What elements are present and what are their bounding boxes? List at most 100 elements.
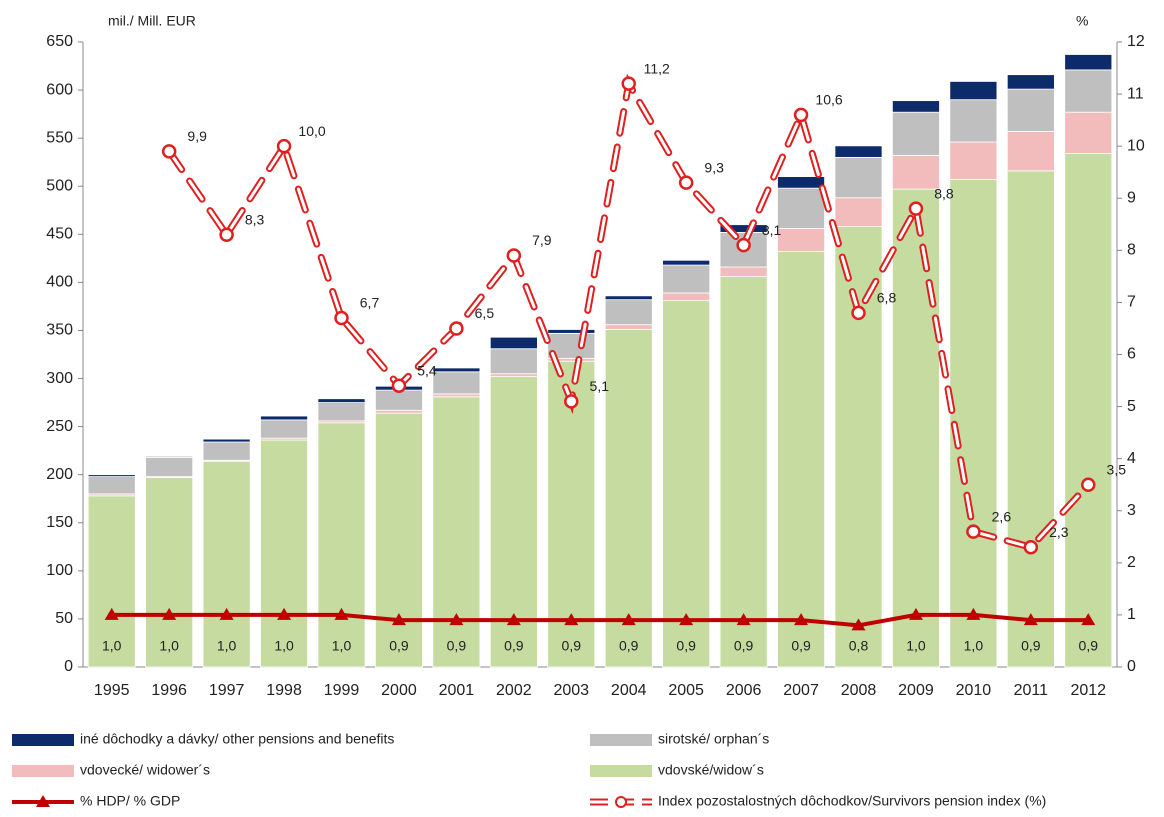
bar-segment	[662, 259, 711, 266]
bar-segment	[777, 251, 826, 668]
bar-segment	[719, 266, 768, 278]
bar-segment	[1064, 153, 1113, 668]
legend-label: % HDP/ % GDP	[80, 793, 180, 809]
bar-segment	[87, 495, 136, 668]
bar-segment	[202, 460, 251, 668]
x-tick-label: 1998	[266, 682, 302, 699]
gdp-label: 0,9	[791, 638, 811, 654]
bar-segment	[432, 371, 481, 395]
bar-segment	[202, 438, 251, 443]
gdp-label: 0,9	[1021, 638, 1041, 654]
bar-segment	[87, 476, 136, 495]
gdp-marker	[219, 607, 234, 620]
bar-segment	[777, 176, 826, 189]
y-tick-label: 450	[46, 226, 73, 243]
legend-label: vdovské/widow´s	[658, 762, 764, 778]
bar-segment	[891, 111, 940, 156]
gdp-label: 0,9	[447, 638, 467, 654]
legend-marker	[36, 795, 50, 807]
bar-segment	[777, 228, 826, 253]
gdp-label: 1,0	[102, 638, 122, 654]
index-label: 9,3	[704, 159, 724, 175]
bar-segment	[87, 474, 136, 478]
legend-swatch	[590, 765, 652, 777]
bar-segment	[719, 276, 768, 668]
y-tick-label: 650	[46, 33, 73, 50]
bar-segment	[432, 393, 481, 398]
bar-segment	[604, 324, 653, 330]
x-tick-label: 2007	[783, 682, 819, 699]
bar-segment	[834, 156, 883, 199]
legend-swatch	[590, 734, 652, 746]
x-tick-label: 1996	[151, 682, 187, 699]
bar-segment	[949, 99, 998, 143]
index-label: 10,6	[815, 92, 842, 108]
y2-tick-label: 5	[1127, 398, 1136, 415]
bar-segment	[949, 81, 998, 101]
gdp-line	[111, 612, 1089, 628]
bar-segment	[374, 412, 423, 668]
bar-segment	[891, 155, 940, 190]
y2-tick-label: 3	[1127, 502, 1136, 519]
index-label: 5,1	[590, 378, 610, 394]
gdp-marker	[851, 618, 866, 631]
bar-segment	[145, 477, 194, 668]
bar-segment	[202, 441, 251, 461]
bar-segment	[662, 300, 711, 668]
gdp-label: 0,8	[849, 638, 869, 654]
index-marker	[161, 144, 177, 159]
y-tick-label: 50	[55, 610, 73, 627]
y-axis-label: mil./ Mill. EUR	[108, 13, 196, 29]
x-tick-label: 2012	[1070, 682, 1106, 699]
bar-segment	[489, 336, 538, 350]
gdp-marker	[162, 607, 177, 620]
gdp-marker	[1081, 613, 1096, 626]
legend-swatch	[12, 765, 74, 777]
bar-segment	[604, 299, 653, 326]
index-label: 6,5	[475, 305, 495, 321]
index-label: 8,3	[245, 211, 265, 227]
bar-segment	[374, 409, 423, 414]
gdp-label: 0,9	[504, 638, 524, 654]
y-tick-label: 100	[46, 562, 73, 579]
gdp-label: 0,9	[389, 638, 409, 654]
index-marker	[966, 524, 981, 539]
legend-label: Index pozostalostných dôchodkov/Survivor…	[658, 793, 1046, 809]
gdp-label: 1,0	[274, 638, 294, 654]
bar-segment	[604, 295, 653, 301]
gdp-label: 1,0	[159, 638, 179, 654]
bar-segment	[260, 415, 309, 421]
bar-segment	[489, 373, 538, 378]
index-label: 8,1	[762, 222, 782, 238]
y-tick-label: 500	[46, 177, 73, 194]
y-tick-label: 550	[46, 129, 73, 146]
gdp-label: 1,0	[906, 638, 926, 654]
gdp-marker	[104, 607, 119, 620]
legend-marker	[615, 796, 627, 808]
bar-segment	[604, 329, 653, 668]
y2-tick-label: 11	[1127, 85, 1144, 102]
y-tick-label: 350	[46, 322, 73, 339]
gdp-marker	[736, 613, 751, 626]
x-tick-label: 1999	[324, 682, 360, 699]
legend-label: iné dôchodky a dávky/ other pensions and…	[80, 731, 394, 747]
y2-tick-label: 10	[1127, 137, 1145, 154]
bar-segment	[662, 264, 711, 294]
x-tick-label: 2010	[956, 682, 992, 699]
legend-swatch	[12, 734, 74, 746]
bar-segment	[891, 100, 940, 113]
legend-label: sirotské/ orphan´s	[658, 731, 769, 747]
bar-segment	[891, 188, 940, 668]
bar-segment	[1064, 54, 1113, 71]
gdp-marker	[391, 613, 406, 626]
y-tick-label: 600	[46, 81, 73, 98]
index-marker	[564, 394, 579, 409]
bar-segment	[834, 197, 883, 228]
gdp-label: 1,0	[332, 638, 352, 654]
y-tick-label: 400	[46, 274, 73, 291]
gdp-label: 1,0	[217, 638, 237, 654]
bar-segment	[374, 389, 423, 411]
x-tick-label: 2000	[381, 682, 417, 699]
y2-tick-label: 7	[1127, 294, 1136, 311]
